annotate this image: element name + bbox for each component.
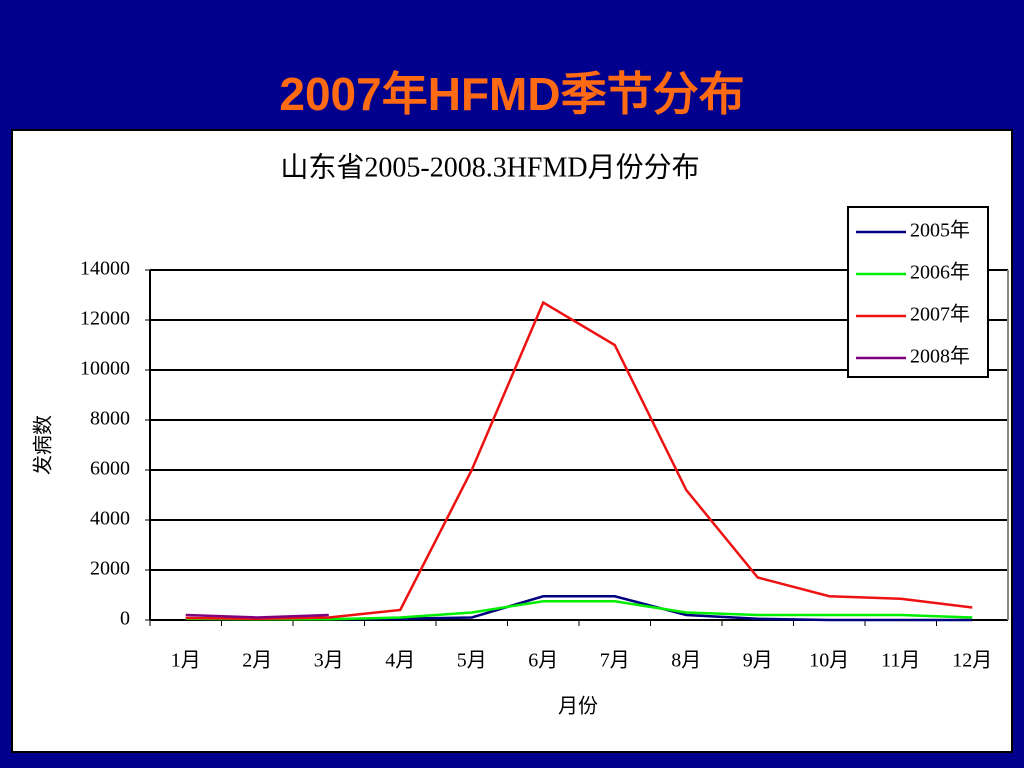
x-tick-label: 5月 [457,650,487,672]
y-axis-label: 发病数 [32,415,55,475]
legend-label: 2008年 [910,345,970,368]
y-tick-label: 4000 [90,508,130,530]
slide-title: 2007年HFMD季节分布 [279,68,744,120]
chart-area [11,129,1013,753]
legend-box [847,206,989,378]
x-tick-label: 7月 [600,650,630,672]
legend-label: 2007年 [910,303,970,326]
y-tick-label: 8000 [90,408,130,430]
x-tick-label: 11月 [881,650,920,672]
x-tick-label: 3月 [314,650,344,672]
chart-title: 山东省2005-2008.3HFMD月份分布 [280,151,699,183]
x-tick-label: 8月 [671,650,701,672]
y-tick-label: 12000 [80,308,130,330]
legend-label: 2005年 [910,219,970,242]
y-tick-label: 2000 [90,558,130,580]
x-tick-label: 10月 [809,650,849,672]
x-tick-label: 6月 [528,650,558,672]
x-tick-label: 9月 [743,650,773,672]
x-axis-label: 月份 [558,695,598,718]
y-tick-label: 10000 [80,358,130,380]
x-tick-label: 2月 [242,650,272,672]
series-line [185,600,973,621]
y-tick-label: 6000 [90,458,130,480]
legend-label: 2006年 [910,261,970,284]
y-tick-label: 14000 [80,258,130,280]
series-line [185,613,329,619]
x-tick-label: 4月 [385,650,415,672]
x-tick-label: 1月 [171,650,201,672]
series-line [185,300,973,621]
y-tick-label: 0 [120,608,130,630]
x-tick-label: 12月 [952,650,992,672]
